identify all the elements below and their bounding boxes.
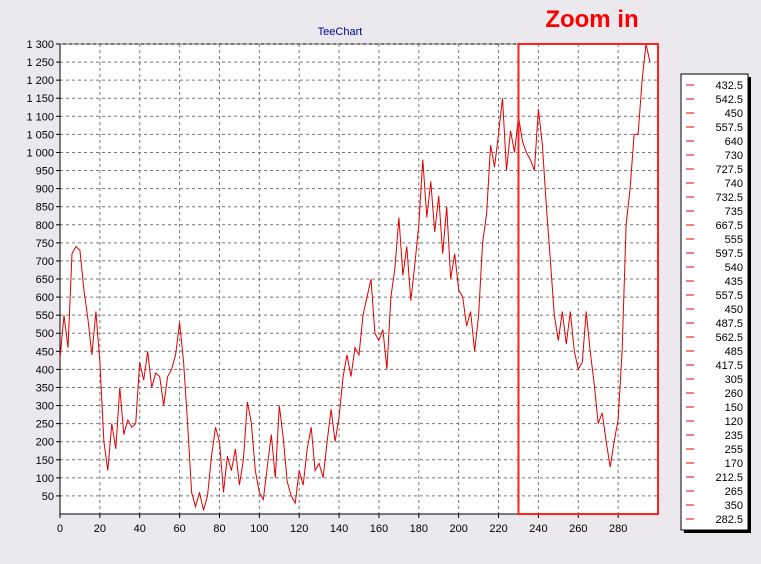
legend-entry: 350	[725, 500, 743, 512]
legend-entry: 265	[725, 486, 743, 498]
y-tick-label: 450	[36, 346, 54, 358]
x-tick-label: 140	[330, 523, 348, 535]
y-tick-label: 250	[36, 419, 54, 431]
y-tick-label: 200	[36, 437, 54, 449]
y-tick-label: 1 100	[26, 111, 54, 123]
y-tick-label: 1 200	[26, 75, 54, 87]
legend-entry: 260	[725, 388, 743, 400]
x-tick-label: 120	[290, 523, 308, 535]
x-tick-label: 0	[57, 523, 63, 535]
y-tick-label: 800	[36, 220, 54, 232]
y-axis: 50 100 150 200 250 300 350 400 450 500 550 600 650 70…	[26, 39, 61, 514]
y-tick-label: 350	[36, 382, 54, 394]
legend-entry: 235	[725, 430, 743, 442]
legend-entry: 640	[725, 136, 743, 148]
series-group	[59, 43, 651, 511]
legend-entry: 485	[725, 346, 743, 358]
x-tick-label: 60	[173, 523, 185, 535]
x-tick-label: 260	[569, 523, 587, 535]
y-tick-label: 1 250	[26, 57, 54, 69]
x-tick-label: 180	[410, 523, 428, 535]
y-tick-label: 300	[36, 401, 54, 413]
gridlines	[59, 43, 658, 514]
legend-entry: 557.5	[715, 290, 743, 302]
x-tick-label: 100	[250, 523, 268, 535]
y-tick-label: 400	[36, 364, 54, 376]
legend-entry: 542.5	[715, 94, 743, 106]
y-tick-label: 500	[36, 328, 54, 340]
legend-entry: 555	[725, 234, 743, 246]
zoom-region	[517, 43, 660, 515]
y-tick-label: 1 150	[26, 93, 54, 105]
y-tick-label: 700	[36, 256, 54, 268]
y-tick-label: 650	[36, 274, 54, 286]
x-tick-label: 20	[94, 523, 106, 535]
legend-entry: 540	[725, 262, 743, 274]
y-tick-label: 600	[36, 292, 54, 304]
legend-entry: 487.5	[715, 318, 743, 330]
legend-entry: 150	[725, 402, 743, 414]
x-axis: 0 20 40 60 80 100 120 140 160 180 200 220 240 260 280	[57, 513, 658, 535]
legend-entry: 435	[725, 276, 743, 288]
legend-entry: 667.5	[715, 220, 743, 232]
x-tick-label: 80	[213, 523, 225, 535]
legend-entry: 727.5	[715, 164, 743, 176]
legend: 432.5 542.5 450 557.5 640 730 727.5 740 732.5 735…	[680, 73, 751, 533]
y-tick-label: 50	[42, 491, 54, 503]
legend-box	[680, 73, 749, 531]
y-tick-label: 750	[36, 238, 54, 250]
legend-entry: 282.5	[715, 514, 743, 526]
y-tick-label: 150	[36, 455, 54, 467]
x-tick-label: 220	[489, 523, 507, 535]
zoom-in-annotation: Zoom in	[545, 6, 638, 33]
y-tick-label: 1 000	[26, 147, 54, 159]
chart-title: TeeChart	[318, 26, 363, 38]
legend-entry: 730	[725, 150, 743, 162]
y-tick-label: 1 300	[26, 39, 54, 51]
series-line	[59, 43, 651, 511]
legend-entry: 417.5	[715, 360, 743, 372]
y-tick-label: 550	[36, 310, 54, 322]
plot-area	[59, 43, 659, 515]
legend-entry: 305	[725, 374, 743, 386]
legend-entry: 740	[725, 178, 743, 190]
y-tick-label: 100	[36, 473, 54, 485]
legend-entry: 450	[725, 108, 743, 120]
y-tick-label: 950	[36, 166, 54, 178]
legend-entry: 735	[725, 206, 743, 218]
x-tick-label: 160	[370, 523, 388, 535]
legend-entry: 557.5	[715, 122, 743, 134]
legend-entry: 450	[725, 304, 743, 316]
legend-entry: 597.5	[715, 248, 743, 260]
y-tick-label: 1 050	[26, 129, 54, 141]
x-tick-label: 40	[134, 523, 146, 535]
legend-entry: 562.5	[715, 332, 743, 344]
legend-entry: 212.5	[715, 472, 743, 484]
legend-entry: 732.5	[715, 192, 743, 204]
x-tick-label: 200	[449, 523, 467, 535]
x-tick-label: 280	[609, 523, 627, 535]
legend-entry: 255	[725, 444, 743, 456]
legend-entry: 120	[725, 416, 743, 428]
legend-entry: 432.5	[715, 80, 743, 92]
zoom-rectangle	[517, 43, 660, 515]
y-tick-label: 850	[36, 202, 54, 214]
x-tick-label: 240	[529, 523, 547, 535]
y-tick-label: 900	[36, 184, 54, 196]
legend-entry: 170	[725, 458, 743, 470]
